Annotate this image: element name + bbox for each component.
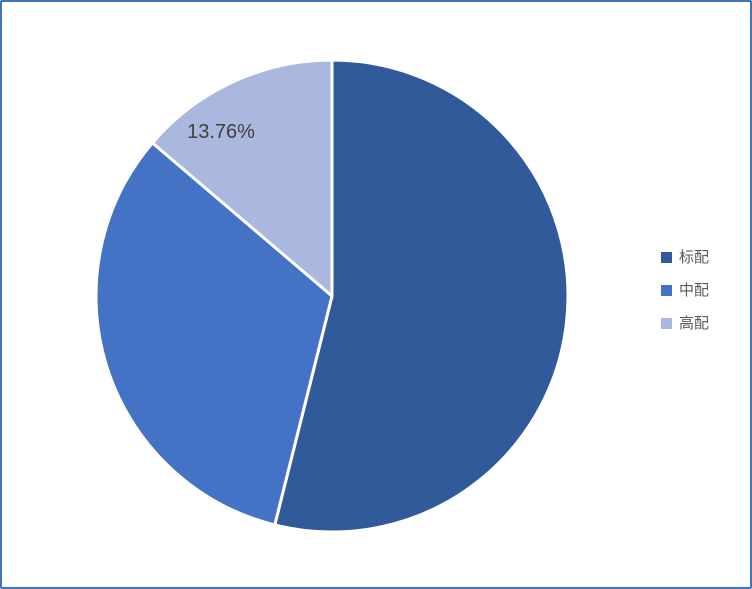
legend-item-gaopei[interactable]: 高配	[661, 316, 709, 331]
legend-swatch-icon	[661, 285, 672, 296]
legend-item-zhongpei[interactable]: 中配	[661, 283, 709, 298]
data-label-gaopei: 13.76%	[187, 121, 255, 143]
pie-slice-高配[interactable]	[150, 58, 334, 298]
pie-slice-中配[interactable]	[94, 141, 334, 527]
legend-swatch-icon	[661, 252, 672, 263]
pie-slice-标配[interactable]	[273, 58, 570, 534]
legend-item-label: 高配	[679, 315, 710, 332]
legend: 标配 中配 高配	[661, 250, 709, 331]
legend-item-biaopei[interactable]: 标配	[661, 250, 709, 265]
legend-item-label: 标配	[679, 249, 710, 266]
legend-item-label: 中配	[679, 282, 710, 299]
legend-swatch-icon	[661, 318, 672, 329]
